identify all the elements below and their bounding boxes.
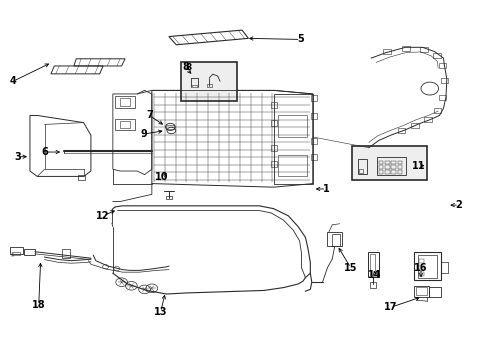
Bar [10,247,22,253]
Bar [271,102,277,108]
Text: 8: 8 [182,62,189,72]
Text: 11: 11 [411,161,425,171]
Bar [351,146,427,180]
Bar [390,161,395,164]
Bar [271,161,277,167]
Text: 1: 1 [323,184,329,194]
Text: 12: 12 [96,211,110,221]
Bar [271,145,277,151]
Bar [418,259,423,263]
Bar [433,108,441,113]
Bar [397,170,402,174]
Bar [271,120,277,126]
Bar [369,282,375,288]
Bar [115,119,135,130]
Bar [384,165,389,169]
Bar [384,170,389,174]
Bar [378,165,383,169]
Bar [438,63,446,68]
Bar [428,287,440,297]
Text: 9: 9 [140,129,146,139]
Text: 4: 4 [9,76,16,86]
Bar [369,254,374,275]
Bar [358,169,363,173]
Bar [115,96,135,108]
Text: 8: 8 [185,63,192,72]
Bar [440,78,447,83]
Bar [413,286,428,297]
Text: 13: 13 [154,307,167,317]
Bar [12,252,20,255]
Bar [415,287,426,296]
Bar [438,95,446,100]
Bar [390,165,395,169]
Bar [192,85,197,87]
Bar [367,252,378,277]
Bar [166,125,174,129]
Bar [397,165,402,169]
Bar [273,94,312,184]
Text: 15: 15 [344,263,357,273]
Text: 5: 5 [297,35,304,44]
Bar [382,49,390,54]
Bar [277,116,306,137]
Bar [331,234,339,246]
Text: 3: 3 [14,152,21,162]
Bar [376,157,406,175]
Bar [311,138,317,144]
Bar [78,175,85,180]
Bar [397,161,402,164]
Bar [397,128,405,133]
Bar [207,84,212,87]
Text: 6: 6 [41,147,48,157]
Bar [120,121,130,128]
Bar [419,47,427,52]
Bar [181,62,237,101]
Text: 7: 7 [146,111,152,121]
Bar [410,123,418,129]
Bar [357,159,366,174]
Bar [277,155,306,176]
Bar [418,265,423,270]
Bar [402,45,409,50]
Bar [327,232,341,246]
Bar [61,249,70,258]
Text: 10: 10 [155,172,168,182]
Bar [165,196,172,199]
Text: 16: 16 [413,263,427,273]
Bar [311,154,317,160]
Bar [413,252,440,280]
Bar [432,53,440,58]
Bar [311,95,317,101]
Text: 2: 2 [455,200,462,210]
Bar [311,113,317,119]
Bar [378,161,383,164]
Text: 14: 14 [367,270,381,280]
Bar [378,170,383,174]
Bar [440,262,447,273]
Bar [24,249,35,255]
Text: 17: 17 [383,302,397,312]
Bar [120,98,130,107]
Bar [424,117,431,122]
Text: 18: 18 [32,300,45,310]
Bar [384,161,389,164]
Bar [417,255,436,278]
Bar [390,170,395,174]
Bar [418,272,423,276]
